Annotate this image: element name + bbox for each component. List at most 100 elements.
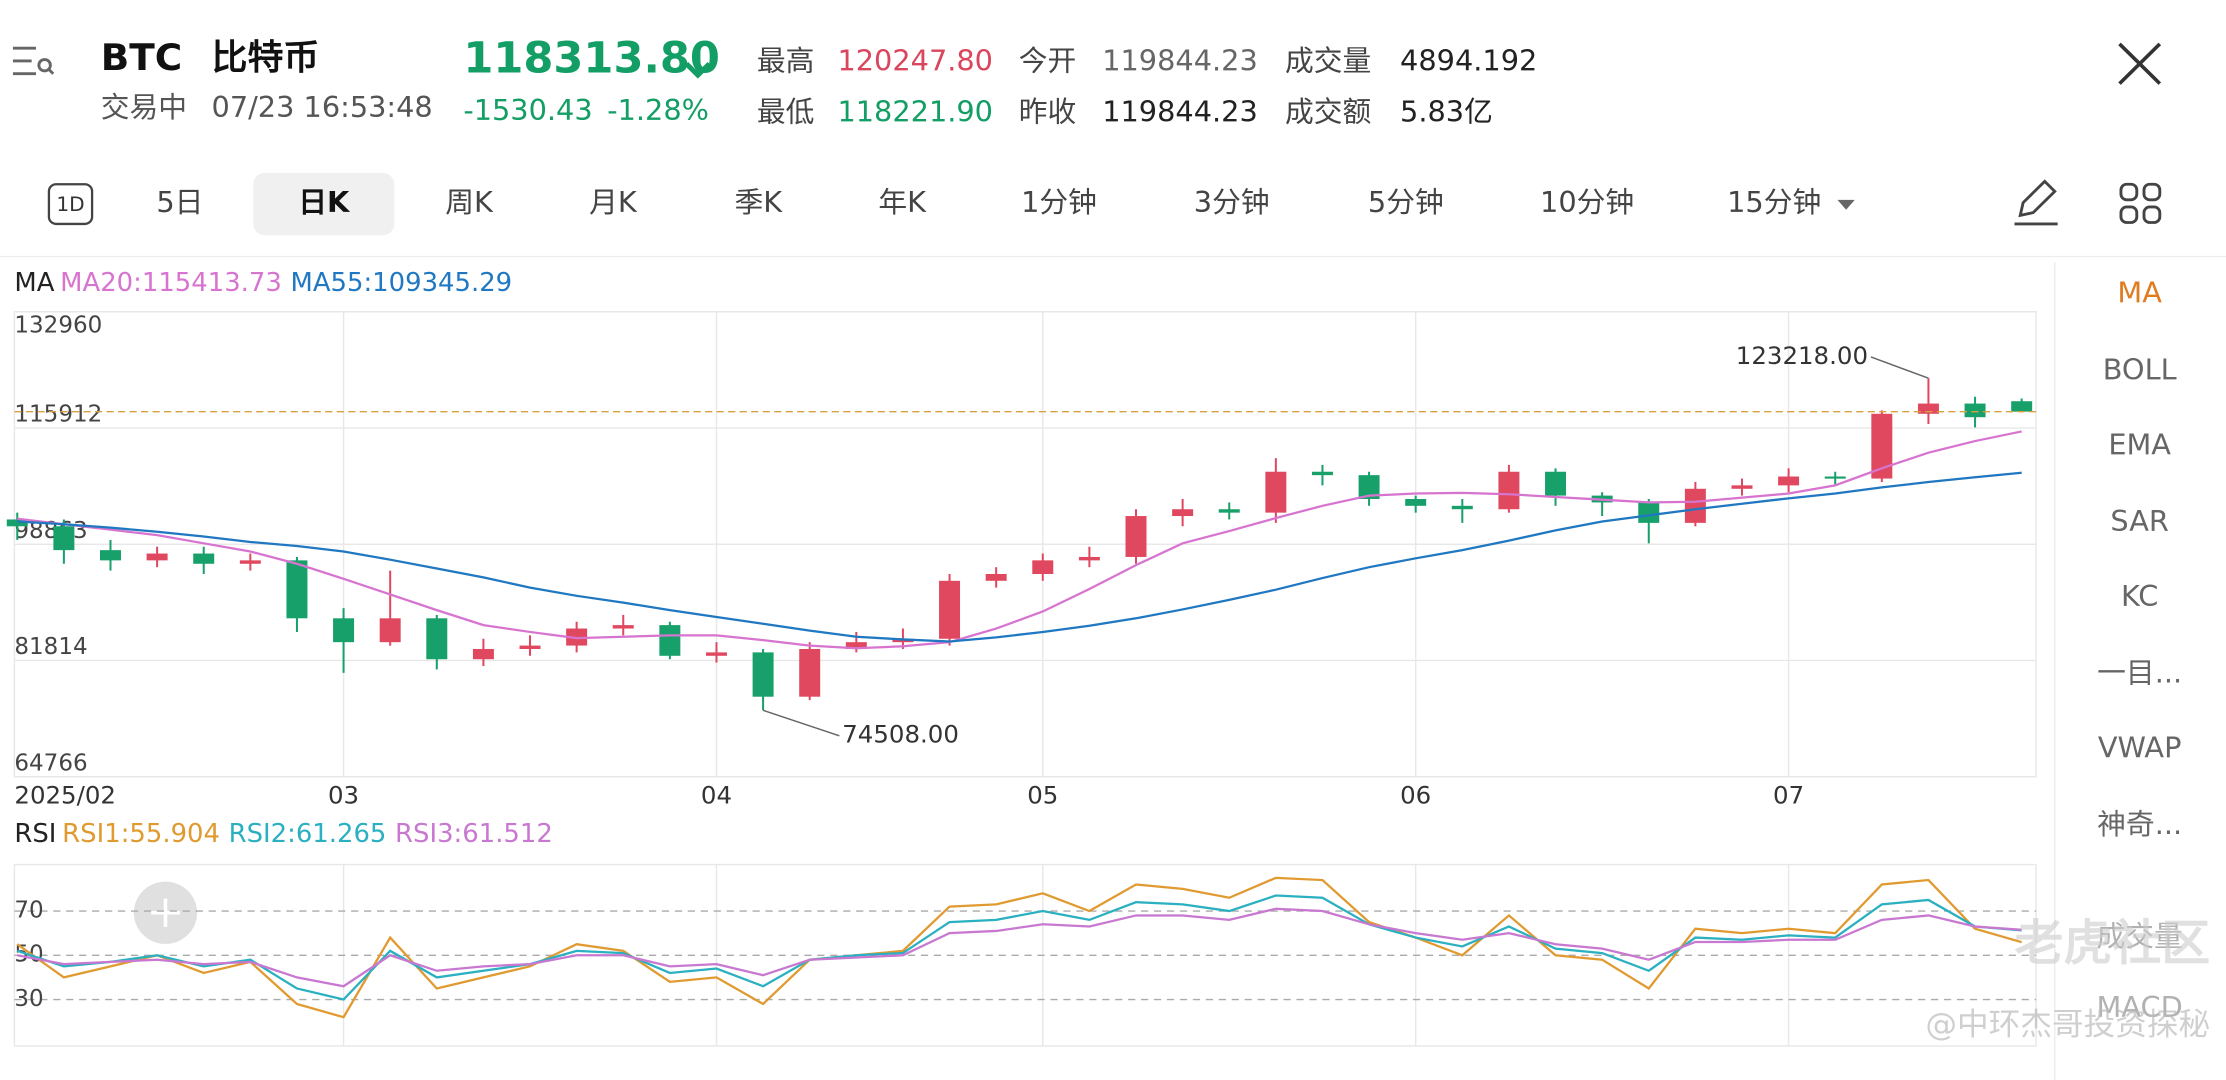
candle-body [100, 550, 121, 561]
add-plus [151, 898, 180, 927]
close-button[interactable] [2118, 42, 2162, 85]
menu-icon[interactable] [12, 46, 55, 76]
y-tick-label: 115912 [14, 402, 102, 428]
indicator-option[interactable]: 一目... [2097, 656, 2182, 690]
x-tick-label: 04 [701, 781, 732, 810]
legend-item: RSI3:61.512 [395, 819, 553, 849]
stat-value: 119844.23 [1102, 95, 1258, 129]
x-tick-label: 05 [1027, 781, 1058, 810]
x-tick-label: 07 [1773, 781, 1804, 810]
candle-body [1684, 488, 1706, 523]
annotation: 123218.00 [1736, 341, 1868, 370]
stat-value: 5.83亿 [1400, 95, 1493, 129]
stat-label: 最高 [757, 44, 815, 78]
candle-body [193, 553, 215, 564]
change: -1530.43 [463, 93, 592, 127]
candle-body [472, 648, 494, 660]
indicator-option[interactable]: 神奇... [2097, 807, 2182, 841]
candle-body [239, 560, 261, 564]
tab[interactable]: 15分钟 [1727, 185, 1821, 219]
tab-icon-box[interactable] [47, 183, 94, 226]
x-tick-label: 2025/02 [14, 781, 116, 810]
stat-value: 118221.90 [837, 95, 993, 129]
symbol: BTC [101, 36, 182, 79]
indicator-option[interactable]: KC [2121, 579, 2158, 613]
price: 118313.80 [463, 34, 720, 84]
legend-item: MA20:115413.73 [60, 268, 282, 298]
stat-label: 最低 [757, 95, 815, 129]
stat-label: 今开 [1019, 44, 1077, 78]
candle-body [146, 553, 168, 561]
tab[interactable]: 年K [878, 185, 927, 219]
indicator-option[interactable]: MA [2117, 276, 2162, 310]
indicator-option[interactable]: BOLL [2103, 352, 2177, 386]
series-line [17, 471, 2022, 643]
annotation-leader [1870, 356, 1929, 379]
tab[interactable]: 日K [298, 185, 350, 219]
candle-body [519, 645, 541, 649]
watermark-credit: @中环杰哥投资探秘 [1925, 1007, 2210, 1043]
symbol-name: 比特币 [212, 38, 320, 79]
tab[interactable]: 3分钟 [1194, 185, 1270, 219]
candle-body [612, 625, 634, 629]
candle-body [1964, 403, 1986, 418]
candle-body [333, 618, 355, 643]
indicator-option[interactable]: 成交量 [2097, 919, 2183, 953]
watermark: 老虎社区 [2015, 916, 2211, 972]
tab-selected-bg[interactable] [253, 172, 395, 236]
candle-body [1871, 413, 1893, 479]
candle-body [1032, 560, 1054, 574]
y-tick-label: 132960 [14, 313, 102, 339]
grid-icon[interactable] [2119, 182, 2162, 224]
stat-value: 120247.80 [837, 44, 993, 78]
legend-item: RSI1:55.904 [62, 819, 220, 849]
time: 07/23 16:53:48 [212, 90, 433, 124]
candle-body [659, 625, 681, 656]
candle-body [286, 560, 308, 619]
legend-item: RSI2:61.265 [229, 819, 387, 849]
series-line [17, 430, 2022, 650]
stat-label: 成交额 [1285, 95, 1371, 129]
tab[interactable]: 1分钟 [1021, 185, 1097, 219]
candle-body [6, 519, 28, 527]
candle-body [2011, 401, 2033, 412]
tab-icon[interactable]: 1D [56, 192, 84, 216]
status: 交易中 [101, 90, 187, 124]
stat-value: 119844.23 [1102, 44, 1258, 78]
stat-value: 4894.192 [1400, 44, 1537, 78]
y-tick-label: 81814 [14, 634, 87, 660]
y-tick-label: 30 [14, 986, 43, 1012]
candle-body [1917, 403, 1939, 414]
candle-body [985, 573, 1007, 581]
candle-body [939, 580, 961, 639]
x-tick-label: 03 [328, 781, 359, 810]
candle-body [1731, 485, 1753, 489]
tab[interactable]: 5日 [156, 185, 203, 219]
indicator-option[interactable]: EMA [2108, 428, 2171, 462]
candle-body [1125, 516, 1147, 557]
tab[interactable]: 季K [734, 185, 783, 219]
dropdown-caret[interactable] [1837, 199, 1855, 210]
candle-body [1358, 475, 1380, 500]
candle-body [1078, 556, 1100, 561]
candle-body [1498, 471, 1520, 510]
series-line [16, 894, 2022, 1001]
candle-body [705, 652, 727, 656]
legend-title: RSI [14, 819, 56, 849]
indicator-option[interactable]: MACD [2097, 990, 2183, 1024]
candle-body [379, 618, 401, 643]
change-pct: -1.28% [607, 93, 709, 127]
candle-body [799, 648, 821, 697]
tab[interactable]: 周K [445, 185, 494, 219]
indicator-option[interactable]: VWAP [2098, 731, 2182, 765]
tab[interactable]: 月K [589, 185, 638, 219]
indicator-option[interactable]: SAR [2110, 504, 2169, 538]
tab[interactable]: 5分钟 [1368, 185, 1444, 219]
pencil-icon[interactable] [2014, 179, 2058, 226]
candle-body [1451, 505, 1473, 510]
series-line [17, 907, 2022, 988]
candle-body [1311, 471, 1333, 476]
tab[interactable]: 10分钟 [1540, 185, 1634, 219]
